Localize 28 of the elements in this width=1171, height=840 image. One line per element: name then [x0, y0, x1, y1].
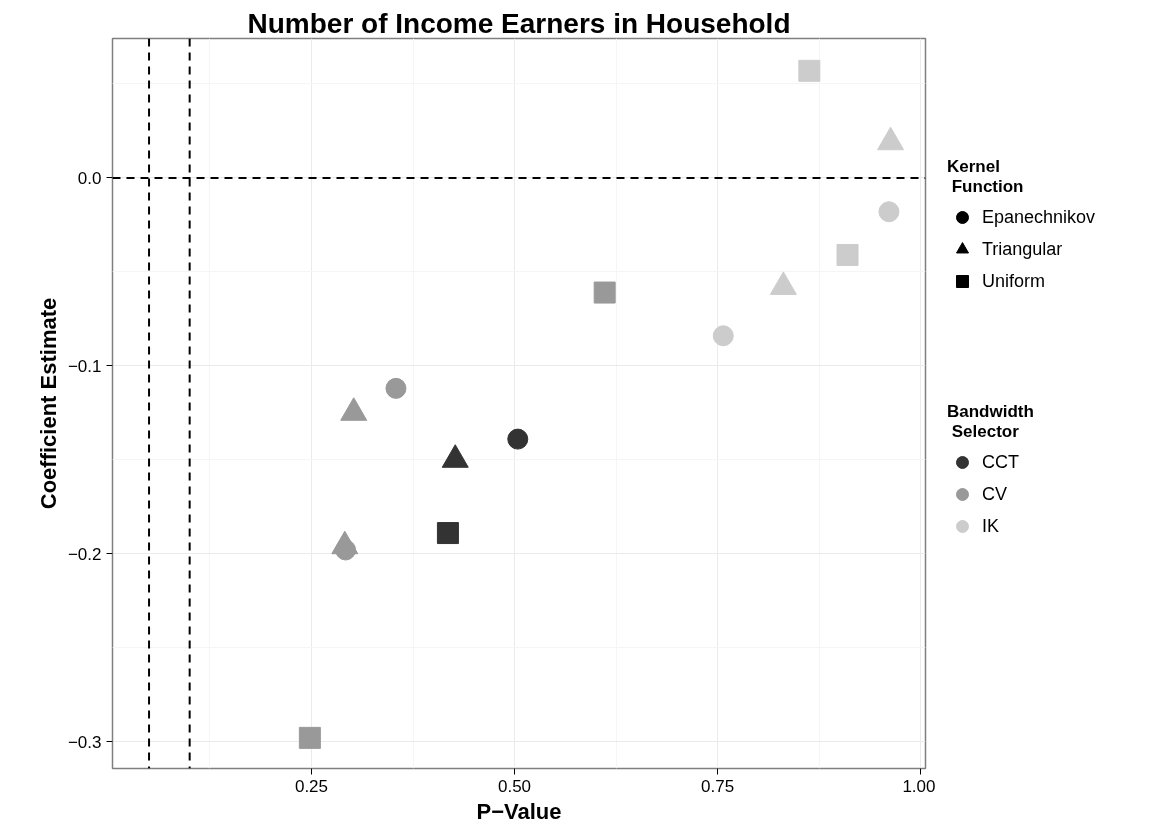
point [593, 281, 616, 304]
legend-label: CCT [982, 451, 1019, 473]
legend-label: IK [982, 515, 1000, 537]
x-tick-label: 0.75 [701, 776, 735, 796]
x-tick-label: 1.00 [902, 776, 936, 796]
point [507, 428, 529, 450]
y-tick-label: 0.0 [77, 168, 102, 188]
legend-label: Uniform [982, 270, 1046, 292]
y-tick-label: −0.3 [67, 732, 102, 752]
text: Bandwidth Selector [947, 402, 1034, 441]
y-axis-title: Coefficient Estimate [35, 297, 61, 510]
legend-label: Epanechnikov [982, 206, 1096, 228]
legend-label: CV [982, 483, 1008, 505]
point [798, 59, 821, 82]
point [712, 325, 734, 347]
x-tick-label: 0.25 [294, 776, 329, 796]
point [436, 522, 459, 545]
point [385, 377, 407, 399]
point [878, 201, 900, 223]
point [298, 726, 321, 749]
chart-title: Number of Income Earners in Household [247, 7, 791, 39]
x-axis-title: P−Value [476, 798, 562, 824]
point [836, 243, 859, 266]
text: Kernel Function [947, 157, 1024, 196]
x-tick-label: 0.50 [497, 776, 532, 796]
legend-label: Triangular [982, 238, 1063, 260]
y-tick-label: −0.1 [67, 356, 102, 376]
y-tick-label: −0.2 [67, 544, 102, 564]
